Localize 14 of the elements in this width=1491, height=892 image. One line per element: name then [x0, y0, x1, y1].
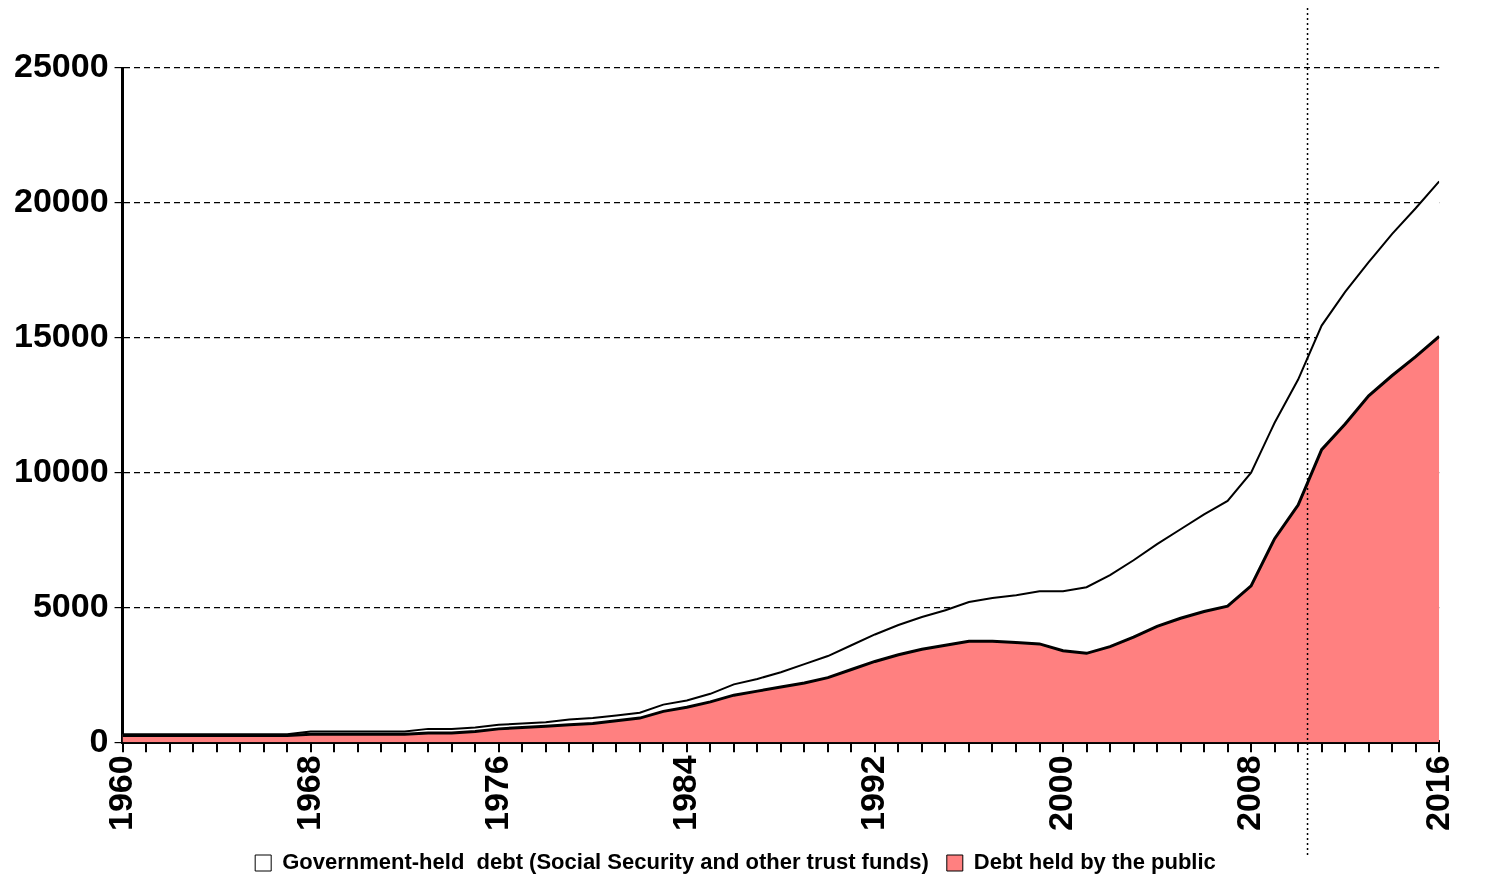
- y-tick-label: 15000: [14, 316, 109, 355]
- x-tick-label: 1992: [853, 755, 892, 831]
- legend-label: Debt held by the public: [973, 849, 1216, 875]
- y-tick-label: 5000: [32, 585, 109, 624]
- x-tick-label: 2016: [1417, 755, 1456, 831]
- x-tick-label: 2000: [1041, 755, 1080, 831]
- y-tick-label: 10000: [14, 450, 109, 489]
- x-tick-label: 1968: [289, 755, 328, 831]
- x-tick-label: 1976: [477, 755, 516, 831]
- y-tick-label: 20000: [14, 181, 109, 220]
- y-tick-label: 25000: [14, 46, 109, 85]
- x-tick-label: 1984: [665, 755, 704, 831]
- x-tick-label: 2008: [1229, 755, 1268, 831]
- legend-label: Government-held debt (Social Security and other trust funds): [282, 849, 929, 875]
